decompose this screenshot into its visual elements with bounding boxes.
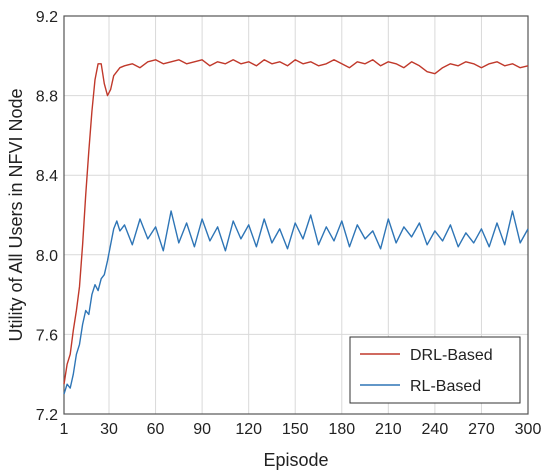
- x-axis-tick-labels: 1 30 60 90 120 150 180 210 240 270 300: [60, 421, 542, 438]
- y-tick-label: 8.8: [36, 89, 58, 106]
- legend: DRL-Based RL-Based: [349, 336, 521, 404]
- x-axis-title: Episode: [263, 450, 328, 470]
- x-tick-label: 1: [60, 421, 69, 438]
- y-tick-label: 8.4: [36, 168, 58, 185]
- legend-box: [349, 336, 521, 404]
- series-line-drl-based: [63, 59, 529, 385]
- x-tick-label: 300: [515, 421, 542, 438]
- x-tick-label: 150: [282, 421, 309, 438]
- x-tick-label: 210: [375, 421, 402, 438]
- series-line-rl-based: [63, 210, 529, 395]
- x-tick-label: 120: [235, 421, 262, 438]
- y-tick-label: 7.6: [36, 327, 58, 344]
- y-tick-label: 9.2: [36, 9, 58, 26]
- x-tick-label: 90: [193, 421, 211, 438]
- series-layer: [63, 59, 529, 395]
- y-axis-title: Utility of All Users in NFVI Node: [6, 88, 26, 341]
- legend-label-rl: RL-Based: [410, 378, 481, 395]
- x-tick-label: 270: [468, 421, 495, 438]
- y-tick-label: 8.0: [36, 248, 58, 265]
- y-axis-tick-labels: 7.2 7.6 8.0 8.4 8.8 9.2: [36, 9, 58, 424]
- x-tick-label: 60: [147, 421, 165, 438]
- x-tick-label: 180: [328, 421, 355, 438]
- y-tick-label: 7.2: [36, 407, 58, 424]
- legend-label-drl: DRL-Based: [410, 347, 493, 364]
- plot-area-frame: [63, 15, 529, 415]
- x-tick-label: 240: [422, 421, 449, 438]
- x-tick-label: 30: [100, 421, 118, 438]
